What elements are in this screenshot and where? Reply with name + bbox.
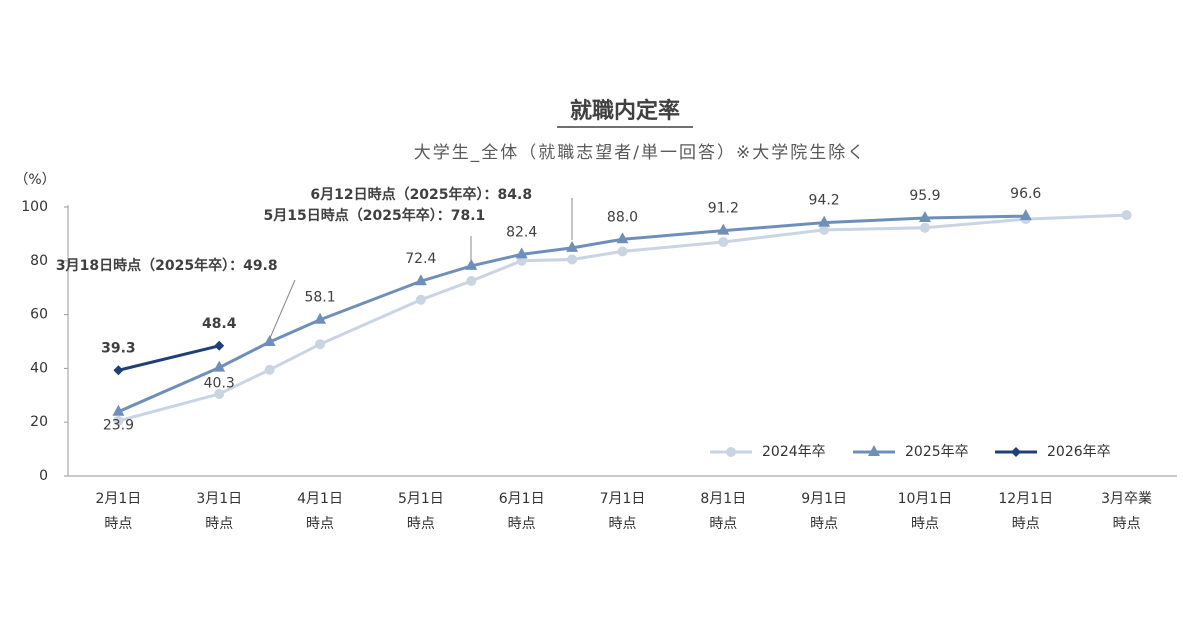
marker bbox=[263, 335, 276, 347]
x-tick-label: 2月1日 bbox=[95, 491, 141, 507]
x-tick-label: 時点 bbox=[911, 516, 939, 532]
x-tick-label: 時点 bbox=[1113, 516, 1141, 532]
marker bbox=[818, 215, 831, 227]
y-tick-label: 40 bbox=[30, 360, 48, 376]
data-label: 94.2 bbox=[809, 193, 840, 209]
x-tick-label: 時点 bbox=[609, 516, 637, 532]
y-tick-label: 20 bbox=[30, 414, 48, 430]
x-tick-label: 7月1日 bbox=[600, 491, 646, 507]
marker bbox=[1121, 210, 1132, 221]
x-tick-label: 9月1日 bbox=[801, 491, 847, 507]
x-tick-label: 8月1日 bbox=[700, 491, 746, 507]
legend-marker bbox=[1011, 447, 1021, 457]
series-line bbox=[118, 213, 1127, 423]
marker bbox=[567, 254, 578, 265]
data-label: 48.4 bbox=[202, 316, 237, 332]
y-tick-label: 0 bbox=[39, 468, 48, 484]
legend-marker bbox=[726, 447, 736, 457]
x-tick-label: 3月卒業 bbox=[1101, 491, 1152, 507]
marker bbox=[415, 294, 426, 305]
marker bbox=[113, 365, 124, 376]
x-tick-label: 時点 bbox=[104, 516, 132, 532]
data-label: 40.3 bbox=[204, 376, 235, 392]
data-label: 58.1 bbox=[304, 290, 335, 306]
x-tick-label: 時点 bbox=[306, 516, 334, 532]
data-label: 95.9 bbox=[909, 188, 940, 204]
series-line bbox=[118, 344, 220, 372]
x-tick-label: 10月1日 bbox=[898, 491, 953, 507]
y-tick-label: 60 bbox=[30, 307, 48, 323]
data-label: 88.0 bbox=[607, 209, 638, 225]
marker bbox=[466, 275, 477, 286]
data-label: 3月18日時点（2025年卒）：49.8 bbox=[56, 257, 278, 274]
x-tick-label: 4月1日 bbox=[297, 491, 343, 507]
marker bbox=[414, 274, 427, 286]
x-tick-label: 時点 bbox=[810, 516, 838, 532]
data-label: 6月12日時点（2025年卒）：84.8 bbox=[310, 186, 532, 203]
marker bbox=[515, 247, 528, 259]
chart-subtitle: 大学生_全体（就職志望者/単一回答）※大学院生除く bbox=[414, 143, 866, 163]
marker bbox=[617, 246, 628, 257]
marker bbox=[213, 360, 226, 372]
leader-line bbox=[269, 279, 296, 339]
x-tick-label: 時点 bbox=[205, 516, 233, 532]
marker bbox=[566, 240, 579, 252]
marker bbox=[112, 404, 125, 416]
x-tick-label: 12月1日 bbox=[998, 491, 1053, 507]
marker bbox=[264, 364, 275, 375]
marker bbox=[465, 258, 478, 270]
y-tick-label: 100 bbox=[21, 199, 48, 215]
marker bbox=[214, 340, 225, 351]
marker bbox=[918, 211, 931, 223]
legend-label: 2024年卒 bbox=[762, 444, 826, 460]
y-unit: （%） bbox=[14, 172, 55, 188]
x-tick-label: 時点 bbox=[1012, 516, 1040, 532]
legend-label: 2026年卒 bbox=[1047, 444, 1111, 460]
marker bbox=[314, 312, 327, 324]
marker bbox=[1019, 209, 1032, 221]
marker bbox=[113, 415, 124, 426]
marker bbox=[919, 222, 930, 233]
data-label: 96.6 bbox=[1010, 186, 1041, 202]
marker bbox=[819, 224, 830, 235]
marker bbox=[214, 388, 225, 399]
data-label: 91.2 bbox=[708, 201, 739, 217]
x-tick-label: 時点 bbox=[709, 516, 737, 532]
data-label: 72.4 bbox=[405, 251, 436, 267]
data-label: 82.4 bbox=[506, 224, 537, 240]
marker bbox=[717, 223, 730, 235]
x-tick-label: 3月1日 bbox=[196, 491, 242, 507]
x-tick-label: 時点 bbox=[407, 516, 435, 532]
legend-marker bbox=[868, 445, 880, 456]
marker bbox=[718, 236, 729, 247]
marker bbox=[315, 339, 326, 350]
x-tick-label: 時点 bbox=[508, 516, 536, 532]
x-tick-label: 5月1日 bbox=[398, 491, 444, 507]
data-label: 23.9 bbox=[103, 418, 134, 434]
y-tick-label: 80 bbox=[30, 253, 48, 269]
data-label: 39.3 bbox=[101, 340, 136, 356]
marker bbox=[616, 232, 629, 244]
chart-title: 就職内定率 bbox=[570, 98, 680, 124]
legend-label: 2025年卒 bbox=[905, 444, 969, 460]
data-label: 5月15日時点（2025年卒）：78.1 bbox=[264, 207, 486, 224]
x-tick-label: 6月1日 bbox=[499, 491, 545, 507]
